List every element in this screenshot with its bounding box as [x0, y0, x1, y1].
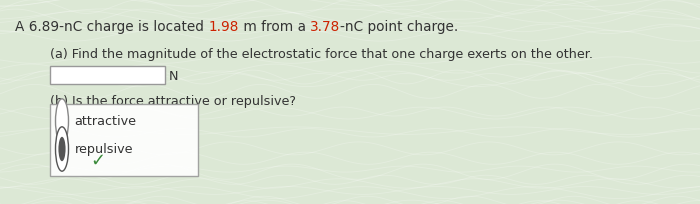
Text: (a) Find the magnitude of the electrostatic force that one charge exerts on the : (a) Find the magnitude of the electrosta…: [50, 48, 593, 61]
Text: ✓: ✓: [90, 151, 106, 169]
Text: repulsive: repulsive: [74, 143, 133, 156]
FancyBboxPatch shape: [50, 67, 165, 85]
FancyBboxPatch shape: [50, 104, 198, 176]
Text: 3.78: 3.78: [310, 20, 340, 34]
Text: attractive: attractive: [74, 115, 136, 128]
Text: m from a: m from a: [239, 20, 310, 34]
Text: (b) Is the force attractive or repulsive?: (b) Is the force attractive or repulsive…: [50, 94, 296, 108]
Text: 1.98: 1.98: [209, 20, 239, 34]
Ellipse shape: [55, 99, 69, 143]
Ellipse shape: [58, 137, 66, 161]
Text: A 6.89-nC charge is located: A 6.89-nC charge is located: [15, 20, 209, 34]
Ellipse shape: [55, 127, 69, 171]
Text: -nC point charge.: -nC point charge.: [340, 20, 458, 34]
Text: N: N: [169, 69, 178, 82]
